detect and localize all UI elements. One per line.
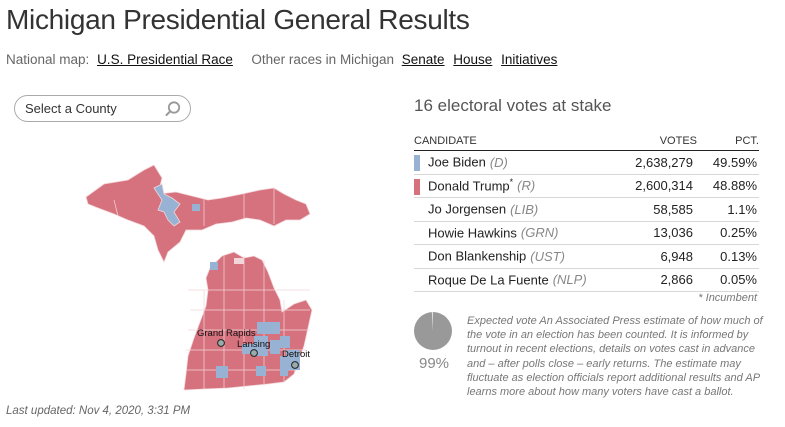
last-updated: Last updated: Nov 4, 2020, 3:31 PM [6,405,191,417]
candidate-name: Roque De La Fuente [428,272,549,288]
pct-column-header: PCT. [697,134,759,151]
upper-peninsula-dem-county [192,204,200,211]
candidate-name-cell: Jo Jorgensen (LIB) [414,197,623,222]
inland-lake [234,258,244,264]
party-color-swatch [414,249,420,265]
candidate-name-cell: Donald Trump* (R) [414,174,623,198]
candidate-name: Howie Hawkins [428,225,517,241]
lansing-label: Lansing [237,339,270,350]
candidate-pct: 0.13% [697,244,759,269]
city-markers: Grand Rapids Lansing Detroit [197,328,310,369]
us-presidential-race-link[interactable]: U.S. Presidential Race [97,52,233,67]
senate-link[interactable]: Senate [401,52,445,67]
upper-peninsula-dem-counties [153,183,181,227]
candidate-pct: 49.59% [697,150,759,175]
candidate-name-cell: Howie Hawkins (GRN) [414,221,623,245]
candidate-column-header: CANDIDATE [414,134,623,151]
candidate-pct: 0.05% [697,268,759,292]
other-races-label: Other races in Michigan [251,52,394,67]
expected-vote-pie [414,312,452,350]
upper-peninsula[interactable] [85,164,311,263]
party-color-swatch [414,226,420,242]
candidate-row: Roque De La Fuente (NLP) 2,866 0.05% [414,268,759,292]
grand-rapids-label: Grand Rapids [197,328,256,339]
detroit-marker [291,361,299,369]
house-link[interactable]: House [453,52,493,67]
candidate-party: (R) [517,178,536,194]
candidate-name: Don Blankenship [428,248,527,264]
candidate-votes: 6,948 [622,244,697,269]
candidate-pct: 0.25% [697,221,759,245]
candidate-party: (NLP) [552,272,587,288]
candidate-votes: 13,036 [622,221,697,245]
county-results-map[interactable]: Grand Rapids Lansing Detroit [84,160,334,400]
search-icon[interactable] [164,100,182,118]
candidate-row: Donald Trump* (R) 2,600,314 48.88% [414,174,759,198]
incumbent-star: * [509,176,514,187]
votes-column-header: VOTES [622,134,697,151]
page-title: Michigan Presidential General Results [6,4,470,35]
detroit-label: Detroit [282,349,310,360]
expected-vote-description: Expected vote An Associated Press estima… [467,315,763,399]
race-navigation: National map: U.S. Presidential Race Oth… [6,52,562,67]
party-color-swatch [414,273,420,289]
party-color-swatch [414,178,420,195]
incumbent-note: * Incumbent [698,292,757,304]
candidate-name-cell: Joe Biden (D) [414,150,623,175]
county-search-input[interactable] [25,101,165,116]
results-header-row: CANDIDATE VOTES PCT. [414,134,759,151]
candidate-votes: 58,585 [622,197,697,222]
electoral-votes-heading: 16 electoral votes at stake [414,96,612,115]
results-table: CANDIDATE VOTES PCT. Joe Biden (D) 2,638,2… [414,134,759,292]
candidate-votes: 2,638,279 [622,150,697,175]
candidate-row: Joe Biden (D) 2,638,279 49.59% [414,150,759,175]
party-color-swatch [414,155,420,172]
candidate-pct: 48.88% [697,174,759,198]
county-search-box[interactable] [14,95,191,122]
initiatives-link[interactable]: Initiatives [501,52,558,67]
candidate-name: Jo Jorgensen [428,201,507,217]
candidate-party: (D) [489,154,508,170]
candidate-party: (LIB) [510,201,539,217]
grand-rapids-marker [217,339,225,347]
candidate-row: Don Blankenship (UST) 6,948 0.13% [414,244,759,269]
candidate-row: Howie Hawkins (GRN) 13,036 0.25% [414,221,759,245]
expected-vote-remaining-slice [431,312,433,331]
national-map-label: National map: [6,52,90,67]
candidate-name-cell: Roque De La Fuente (NLP) [414,268,623,292]
candidate-votes: 2,600,314 [622,174,697,198]
candidate-name: Donald Trump [428,178,510,194]
expected-vote-percent: 99% [418,355,450,372]
candidate-name: Joe Biden [428,154,486,170]
candidate-pct: 1.1% [697,197,759,222]
candidate-row: Jo Jorgensen (LIB) 58,585 1.1% [414,197,759,222]
candidate-party: (UST) [530,248,565,264]
party-color-swatch [414,202,420,218]
candidate-name-cell: Don Blankenship (UST) [414,244,623,269]
candidate-party: (GRN) [520,225,559,241]
lansing-marker [250,349,258,357]
candidate-votes: 2,866 [622,268,697,292]
